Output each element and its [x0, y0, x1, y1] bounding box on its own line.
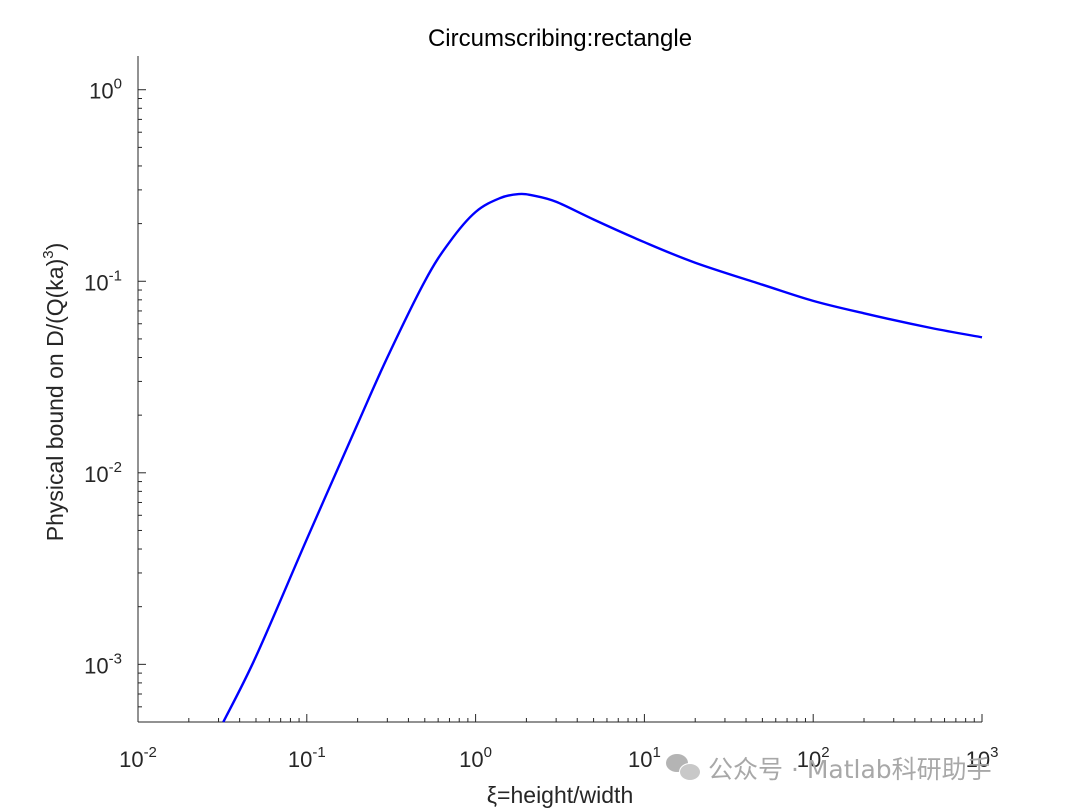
- x-tick-label: 100: [459, 744, 492, 772]
- chart-title: Circumscribing:rectangle: [428, 25, 692, 52]
- x-tick-label: 102: [797, 744, 830, 772]
- ticks: 10-2 10-1 100 101 102 103 10-3 10-2 10-1 100: [84, 76, 998, 772]
- x-tick-label: 10-2: [119, 744, 157, 772]
- y-axis-label-exp: 3: [40, 250, 57, 258]
- watermark-text: 公众号 · Matlab科研助手: [708, 755, 992, 784]
- x-tick-label: 10-1: [288, 744, 326, 772]
- y-tick-label: 100: [89, 76, 122, 104]
- axes: [137, 56, 982, 723]
- y-tick-label: 10-1: [84, 267, 122, 295]
- x-axis-label: ξ=height/width: [487, 782, 633, 808]
- y-tick-label: 10-2: [84, 459, 122, 487]
- series-layer: [222, 192, 983, 723]
- wechat-icon: [666, 754, 701, 782]
- y-axis-label-tail: ): [42, 243, 68, 251]
- series-line-0: [222, 192, 983, 723]
- x-tick-label: 101: [628, 744, 661, 772]
- watermark: 公众号 · Matlab科研助手: [666, 748, 992, 788]
- x-tick-label: 103: [966, 744, 999, 772]
- y-axis-label: Physical bound on D/(Q(ka)3): [40, 243, 68, 542]
- y-axis-label-base: Physical bound on D/(Q(ka): [42, 259, 68, 542]
- y-tick-label: 10-3: [84, 650, 122, 678]
